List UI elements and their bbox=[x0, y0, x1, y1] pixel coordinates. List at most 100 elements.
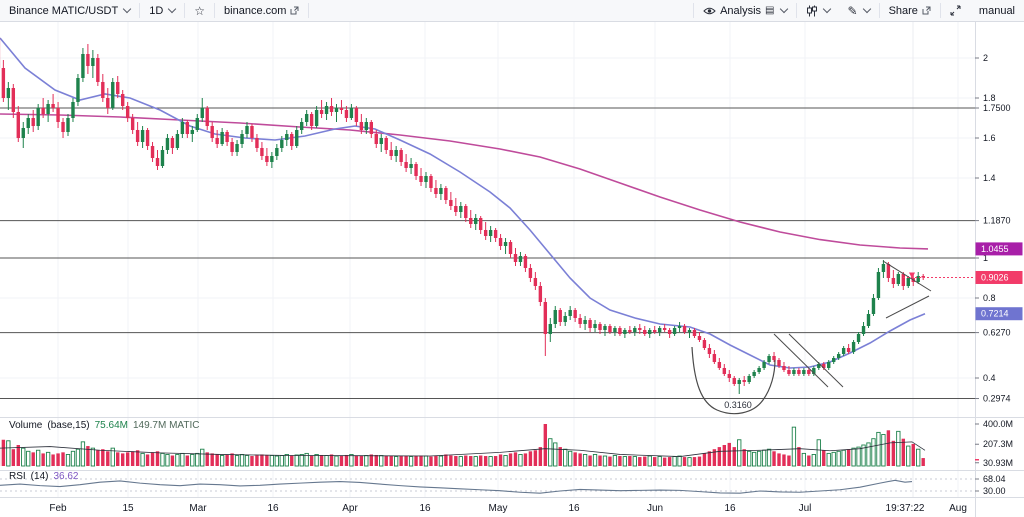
rsi-legend-title: RSI bbox=[9, 471, 26, 482]
ma-short-line bbox=[0, 37, 926, 369]
volume-ma-line bbox=[0, 441, 926, 457]
current-price-line bbox=[903, 272, 975, 279]
pane-dividers bbox=[0, 22, 1024, 517]
price-tick-label: 2 bbox=[983, 53, 988, 63]
candles-layer bbox=[0, 38, 925, 394]
price-tick-label: 0.8 bbox=[983, 293, 996, 303]
external-link-icon bbox=[290, 6, 299, 15]
fullscreen-button[interactable] bbox=[941, 0, 970, 21]
volume-layer bbox=[0, 424, 926, 467]
candlestick-chart-icon bbox=[806, 5, 817, 16]
toolbar-left-group: Binance MATIC/USDT 1D ☆ binance.com bbox=[0, 0, 310, 21]
price-tick-label: 0.4 bbox=[983, 373, 996, 383]
symbol-label: Binance MATIC/USDT bbox=[9, 4, 119, 17]
volume-legend: Volume (base,15) 75.64M 149.7M MATIC bbox=[9, 420, 199, 431]
analysis-button[interactable]: Analysis ▤ bbox=[694, 0, 795, 21]
price-tick-label: 1.8 bbox=[983, 93, 996, 103]
share-button[interactable]: Share bbox=[880, 0, 940, 21]
time-tick-label: 16 bbox=[267, 503, 279, 514]
rsi-line bbox=[0, 479, 913, 494]
panel-layout-icon: ▤ bbox=[765, 4, 775, 16]
toolbar-divider bbox=[795, 3, 797, 18]
time-tick-label: 16 bbox=[419, 503, 431, 514]
channel-drawing-line bbox=[788, 333, 844, 388]
time-tick-label: Jun bbox=[647, 503, 663, 514]
time-tick-label: 16 bbox=[568, 503, 580, 514]
line-price-label: 1.7500 bbox=[983, 103, 1011, 113]
wedge-drawing-line bbox=[882, 260, 932, 292]
price-tick-label: 1 bbox=[983, 253, 988, 263]
arc-drawing bbox=[691, 346, 776, 415]
rsi-layer bbox=[0, 478, 975, 494]
top-toolbar: Binance MATIC/USDT 1D ☆ binance.com bbox=[0, 0, 1024, 22]
volume-tick-label: 30.93M bbox=[983, 458, 1013, 468]
arc-drawing-label: 0.3160 bbox=[724, 400, 752, 410]
price-badge-label: 0.7214 bbox=[981, 309, 1009, 319]
chevron-down-icon bbox=[122, 4, 132, 14]
volume-legend-params: (base,15) bbox=[47, 420, 90, 431]
volume-tick-label: 207.3M bbox=[983, 439, 1013, 449]
rsi-tick-label: 68.04 bbox=[983, 474, 1006, 484]
time-tick-label: Aug bbox=[949, 503, 967, 514]
price-badge-label: 0.9026 bbox=[981, 272, 1009, 282]
drawings-layer: 0.3160 bbox=[691, 260, 932, 415]
volume-legend-title: Volume bbox=[9, 420, 43, 431]
channel-drawing-line bbox=[773, 333, 829, 388]
toolbar-divider bbox=[139, 3, 141, 18]
time-tick-label: Feb bbox=[49, 503, 67, 514]
volume-tick-label: 400.0M bbox=[983, 419, 1013, 429]
wedge-drawing-line bbox=[885, 295, 930, 319]
eye-icon bbox=[703, 7, 716, 14]
chart-type-button[interactable] bbox=[797, 0, 839, 21]
line-price-label: 0.6270 bbox=[983, 328, 1011, 338]
rsi-legend-value: 36.62 bbox=[53, 471, 79, 482]
expand-arrows-icon bbox=[950, 5, 961, 16]
price-axis[interactable]: 2 1.8 1.6 1.4 1 0.8 0.4 1.7500 1.1870 0.6270 0.297… bbox=[975, 53, 1023, 496]
rsi-tick-label: 30.00 bbox=[983, 486, 1006, 496]
interval-button[interactable]: 1D bbox=[140, 0, 184, 21]
horizontal-lines-layer bbox=[0, 107, 975, 400]
time-tick-label: Mar bbox=[189, 503, 207, 514]
volume-legend-value: 75.64M bbox=[94, 420, 128, 431]
time-tick-label: 16 bbox=[724, 503, 736, 514]
chevron-down-icon bbox=[168, 4, 177, 14]
share-label: Share bbox=[888, 4, 918, 17]
symbol-button[interactable]: Binance MATIC/USDT bbox=[0, 0, 139, 21]
toolbar-right-group: Analysis ▤ ✎ Share bbox=[693, 0, 1024, 21]
price-tick-label: 1.4 bbox=[983, 173, 996, 183]
toolbar-divider bbox=[184, 3, 186, 18]
volume-legend-ma-value: 149.7M MATIC bbox=[132, 420, 200, 431]
chevron-down-icon bbox=[822, 4, 831, 14]
exchange-link-label: binance.com bbox=[224, 4, 287, 17]
price-badge bbox=[975, 270, 1023, 284]
layout-name-button[interactable]: manual bbox=[970, 0, 1024, 21]
price-badge bbox=[975, 242, 1023, 256]
toolbar-divider bbox=[214, 3, 216, 18]
time-tick-label: May bbox=[489, 503, 508, 514]
time-axis[interactable]: Feb 15 Mar 16 Apr 16 May 16 Jun 16 Jul 19:37:22 Aug bbox=[49, 503, 967, 514]
line-price-label: 0.2974 bbox=[983, 394, 1011, 404]
price-tick-label: 1.6 bbox=[983, 133, 996, 143]
chevron-down-icon bbox=[779, 4, 788, 14]
rsi-legend: RSI (14) 36.62 bbox=[9, 471, 79, 482]
toolbar-divider bbox=[693, 3, 695, 18]
chevron-down-icon bbox=[862, 4, 871, 14]
time-tick-label: Jul bbox=[799, 503, 812, 514]
toolbar-divider bbox=[308, 3, 310, 18]
price-badge-label: 1.0455 bbox=[981, 244, 1009, 254]
price-badge bbox=[975, 307, 1023, 321]
time-tick-label: Apr bbox=[342, 503, 358, 514]
line-price-label: 1.1870 bbox=[983, 216, 1011, 226]
toolbar-divider bbox=[878, 3, 880, 18]
share-external-icon bbox=[922, 6, 931, 15]
interval-label: 1D bbox=[149, 4, 164, 17]
bar-countdown-label: 19:37:22 bbox=[886, 503, 925, 514]
time-tick-label: 15 bbox=[122, 503, 134, 514]
favorite-button[interactable]: ☆ bbox=[185, 0, 214, 21]
toolbar-divider bbox=[939, 3, 941, 18]
star-icon: ☆ bbox=[194, 3, 206, 18]
draw-button[interactable]: ✎ bbox=[839, 0, 879, 21]
exchange-link-button[interactable]: binance.com bbox=[215, 0, 308, 21]
